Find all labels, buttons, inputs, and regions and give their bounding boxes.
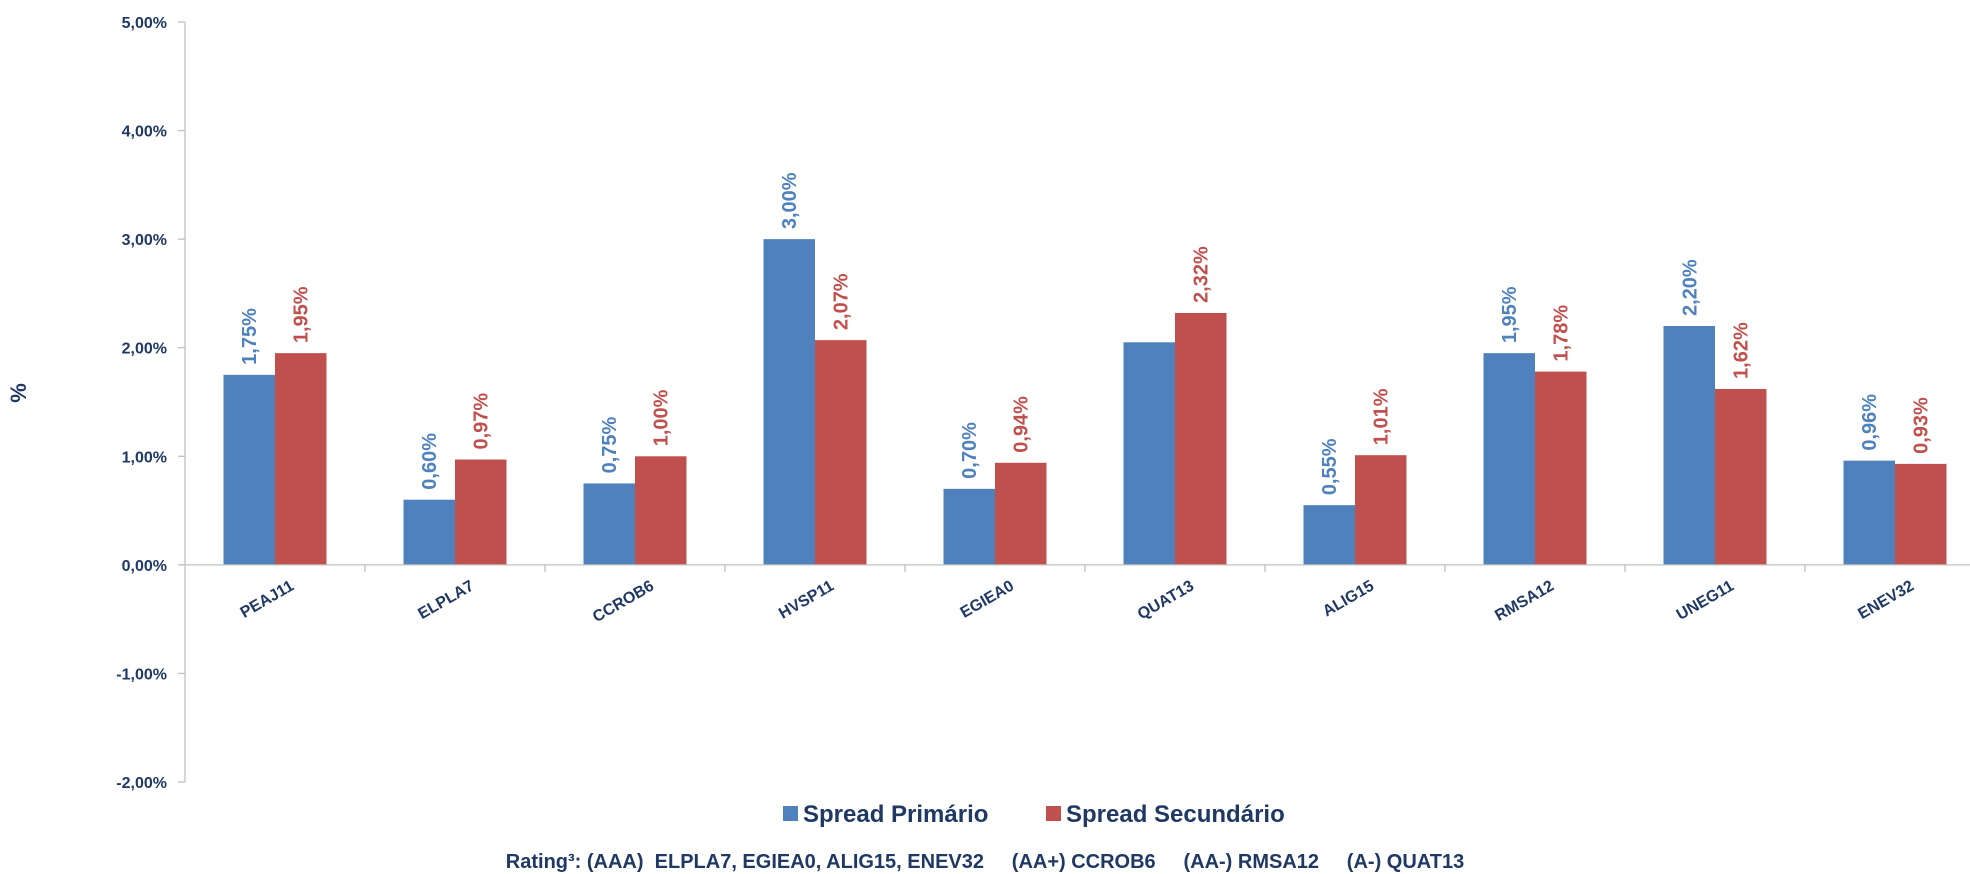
data-label: 0,93%: [1911, 397, 1933, 454]
data-label: 0,55%: [1319, 438, 1341, 495]
data-label: 1,95%: [1499, 286, 1521, 343]
y-tick-label: 1,00%: [122, 449, 167, 466]
data-label: 1,95%: [291, 286, 313, 343]
bar-spread-primario-enev32: [1843, 460, 1895, 565]
bar-spread-primario-quat13: [1123, 342, 1175, 565]
y-axis-title: %: [6, 383, 31, 403]
data-label: 0,70%: [959, 422, 981, 479]
bar-spread-secundario-uneg11: [1715, 388, 1767, 565]
category-label: HVSP11: [776, 578, 837, 623]
y-tick-label: 2,00%: [122, 341, 167, 358]
bar-spread-secundario-elpla7: [455, 459, 507, 565]
y-tick-label: -1,00%: [116, 666, 167, 683]
data-label: 2,20%: [1679, 259, 1701, 316]
y-tick-label: 0,00%: [122, 558, 167, 575]
bar-spread-secundario-enev32: [1895, 463, 1947, 565]
y-tick-label: 3,00%: [122, 232, 167, 249]
bar-spread-primario-alig15: [1303, 505, 1355, 565]
data-label: 1,00%: [651, 389, 673, 446]
data-label: 3,00%: [779, 172, 801, 229]
y-tick-label: -2,00%: [116, 775, 167, 792]
data-label: 1,78%: [1551, 305, 1573, 362]
data-label: 0,75%: [599, 417, 621, 474]
category-label: ELPLA7: [415, 578, 477, 623]
data-labels: 1,75% 1,95% 0,60% 0,97% 0,75% 1,00% 3,00% 2,07%…: [239, 172, 1933, 495]
bar-spread-secundario-rmsa12: [1535, 371, 1587, 565]
legend-label: Spread Primário: [803, 801, 988, 828]
bar-spread-secundario-peaj11: [275, 353, 327, 565]
data-label: 0,97%: [471, 393, 493, 450]
bar-spread-secundario-ccrob6: [635, 456, 687, 565]
category-label: RMSA12: [1492, 578, 1557, 625]
y-tick-label: 5,00%: [122, 15, 167, 32]
bar-spread-primario-rmsa12: [1483, 353, 1535, 565]
data-label: 0,60%: [419, 433, 441, 490]
bar-spread-primario-hvsp11: [763, 239, 815, 565]
bar-spread-secundario-alig15: [1355, 455, 1407, 565]
bar-spread-primario-elpla7: [403, 499, 455, 565]
category-label: PEAJ11: [238, 578, 297, 622]
bars: [223, 239, 1947, 565]
x-axis: PEAJ11 ELPLA7 CCROB6 HVSP11 EGIEA0 QUAT13 ALIG…: [185, 564, 1970, 627]
bar-spread-primario-uneg11: [1663, 326, 1715, 565]
y-axis: 5,00% 4,00% 3,00% 2,00% 1,00% 0,00% -1,00% -2,0…: [116, 15, 186, 792]
bar-spread-primario-ccrob6: [583, 483, 635, 565]
category-label: ENEV32: [1855, 578, 1917, 623]
legend: Spread Primário Spread Secundário: [783, 801, 1285, 828]
data-label: 1,62%: [1731, 322, 1753, 379]
y-tick-label: 4,00%: [122, 124, 167, 141]
data-label: 2,07%: [831, 273, 853, 330]
bar-spread-secundario-egiea0: [995, 462, 1047, 565]
legend-swatch: [783, 806, 798, 821]
data-label: 1,01%: [1371, 388, 1393, 445]
category-label: UNEG11: [1674, 578, 1737, 624]
bar-spread-secundario-hvsp11: [815, 340, 867, 565]
rating-footnote: Rating³: (AAA) ELPLA7, EGIEA0, ALIG15, E…: [506, 851, 1464, 873]
category-label: EGIEA0: [958, 578, 1017, 622]
category-label: ALIG15: [1320, 578, 1377, 621]
data-label: 2,32%: [1191, 246, 1213, 303]
category-label: QUAT13: [1135, 578, 1197, 624]
data-label: 0,96%: [1859, 394, 1881, 451]
bar-spread-primario-egiea0: [943, 488, 995, 565]
data-label: 1,75%: [239, 308, 261, 365]
bar-spread-primario-peaj11: [223, 374, 275, 565]
bar-spread-secundario-quat13: [1175, 312, 1227, 565]
data-label: 0,94%: [1011, 396, 1033, 453]
legend-label: Spread Secundário: [1066, 801, 1285, 828]
category-label: CCROB6: [590, 578, 657, 627]
legend-swatch: [1046, 806, 1061, 821]
